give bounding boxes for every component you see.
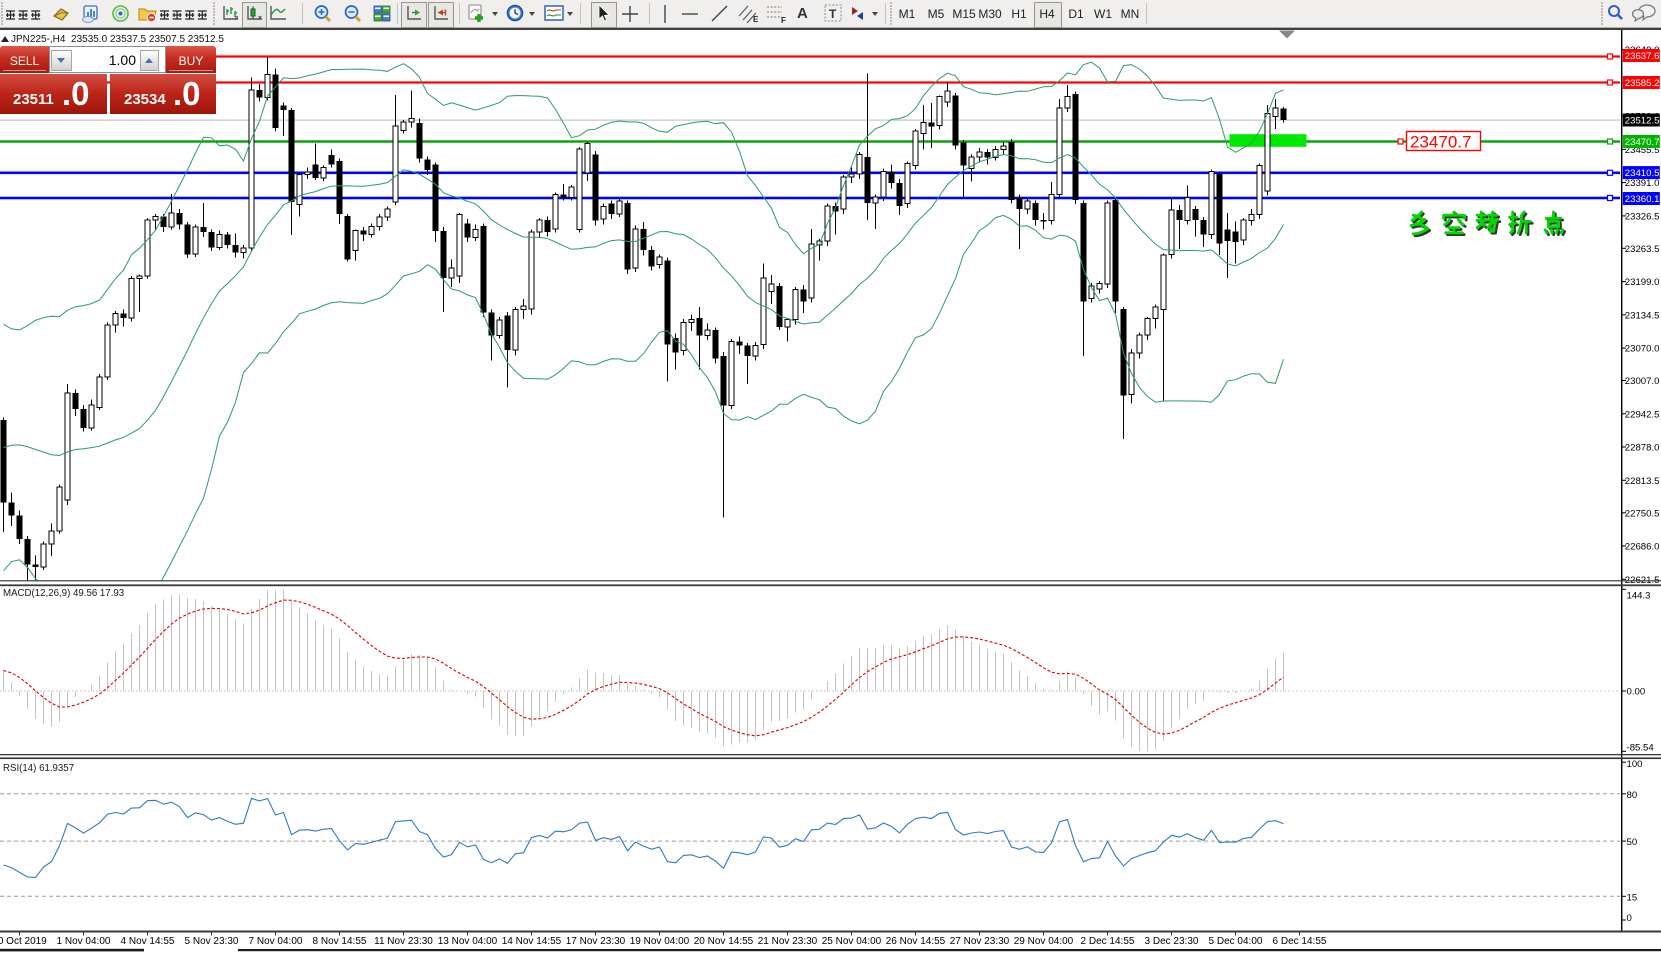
svg-text:25 Nov 04:00: 25 Nov 04:00 [822, 936, 882, 947]
svg-text:23263.5: 23263.5 [1625, 244, 1660, 255]
svg-text:50: 50 [1627, 837, 1638, 848]
svg-text:-85.54: -85.54 [1627, 742, 1655, 753]
svg-text:2 Dec 14:55: 2 Dec 14:55 [1081, 936, 1135, 947]
svg-text:22686.0: 22686.0 [1625, 542, 1660, 553]
svg-text:F: F [781, 16, 786, 24]
svg-text:8 Nov 14:55: 8 Nov 14:55 [313, 936, 367, 947]
svg-text:13 Nov 04:00: 13 Nov 04:00 [438, 936, 498, 947]
svg-text:23360.1: 23360.1 [1625, 194, 1660, 205]
svg-text:22878.0: 22878.0 [1625, 443, 1660, 454]
svg-text:29 Nov 04:00: 29 Nov 04:00 [1014, 936, 1074, 947]
svg-text:30 Oct 2019: 30 Oct 2019 [0, 936, 47, 947]
svg-text:6 Dec 14:55: 6 Dec 14:55 [1273, 936, 1327, 947]
svg-text:144.3: 144.3 [1627, 590, 1651, 601]
svg-text:15: 15 [1627, 892, 1638, 903]
svg-text:23470.7: 23470.7 [1410, 133, 1471, 152]
svg-text:23070.0: 23070.0 [1625, 344, 1660, 355]
svg-text:23391.0: 23391.0 [1625, 178, 1660, 189]
svg-text:80: 80 [1627, 790, 1638, 801]
svg-text:MACD(12,26,9) 49.56 17.93: MACD(12,26,9) 49.56 17.93 [3, 588, 124, 599]
svg-text:5 Dec 04:00: 5 Dec 04:00 [1209, 936, 1263, 947]
svg-text:17 Nov 23:30: 17 Nov 23:30 [566, 936, 626, 947]
svg-text:20 Nov 14:55: 20 Nov 14:55 [694, 936, 754, 947]
svg-text:RSI(14) 61.9357: RSI(14) 61.9357 [3, 763, 74, 774]
svg-text:21 Nov 23:30: 21 Nov 23:30 [758, 936, 818, 947]
svg-text:23199.0: 23199.0 [1625, 277, 1660, 288]
svg-text:3 Dec 23:30: 3 Dec 23:30 [1145, 936, 1199, 947]
svg-text:22813.5: 22813.5 [1625, 476, 1660, 487]
svg-text:23455.5: 23455.5 [1625, 145, 1660, 156]
svg-text:0: 0 [1627, 913, 1632, 924]
svg-text:19 Nov 04:00: 19 Nov 04:00 [630, 936, 690, 947]
svg-text:23007.0: 23007.0 [1625, 376, 1660, 387]
svg-text:23470.7: 23470.7 [1625, 137, 1660, 148]
svg-text:14 Nov 14:55: 14 Nov 14:55 [502, 936, 562, 947]
svg-text:7 Nov 04:00: 7 Nov 04:00 [249, 936, 303, 947]
svg-text:23326.5: 23326.5 [1625, 211, 1660, 222]
svg-text:0.00: 0.00 [1627, 687, 1646, 698]
svg-text:T: T [829, 7, 837, 21]
svg-text:4 Nov 14:55: 4 Nov 14:55 [121, 936, 175, 947]
svg-text:100: 100 [1627, 759, 1643, 770]
svg-text:1 Nov 04:00: 1 Nov 04:00 [57, 936, 111, 947]
svg-text:23134.5: 23134.5 [1625, 310, 1660, 321]
svg-text:23585.2: 23585.2 [1625, 78, 1660, 89]
svg-text:23637.6: 23637.6 [1625, 51, 1660, 62]
svg-text:E: E [753, 15, 759, 24]
svg-text:26 Nov 14:55: 26 Nov 14:55 [886, 936, 946, 947]
svg-text:22942.5: 22942.5 [1625, 409, 1660, 420]
svg-text:5 Nov 23:30: 5 Nov 23:30 [185, 936, 239, 947]
svg-text:11 Nov 23:30: 11 Nov 23:30 [374, 936, 433, 947]
svg-text:27 Nov 23:30: 27 Nov 23:30 [950, 936, 1010, 947]
svg-text:23410.5: 23410.5 [1625, 168, 1660, 179]
svg-text:23512.5: 23512.5 [1625, 116, 1660, 127]
svg-text:22750.5: 22750.5 [1625, 508, 1660, 519]
